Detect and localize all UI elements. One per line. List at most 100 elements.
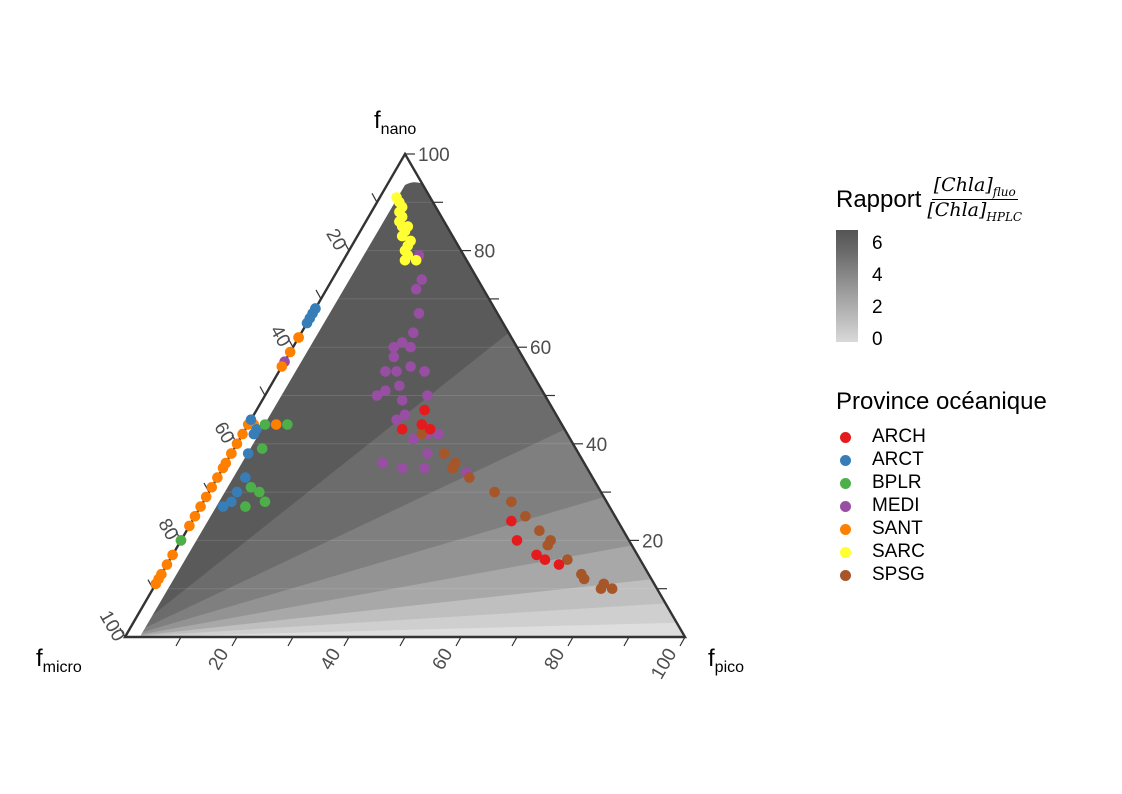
axis-title-top: fnano — [374, 107, 416, 138]
tick — [259, 386, 266, 396]
point-arch — [531, 549, 542, 561]
point-bplr — [245, 482, 257, 493]
point-sant — [237, 428, 248, 440]
point-bplr — [175, 535, 187, 546]
legend-item-bplr: BPLR — [836, 472, 1047, 495]
point-spsg — [598, 578, 610, 590]
point-arch — [419, 404, 430, 416]
point-medi — [408, 433, 419, 445]
contour-bands — [125, 154, 685, 637]
point-medi — [399, 409, 411, 421]
tick-label-bottom: 20 — [205, 645, 234, 674]
point-spsg — [520, 511, 531, 522]
colorbar-tick: 0 — [872, 328, 883, 350]
tick-label-bottom: 100 — [647, 645, 681, 683]
legend-label: SPSG — [872, 564, 925, 586]
legend-marker — [840, 523, 851, 535]
tick — [511, 636, 518, 647]
point-sant — [167, 549, 178, 561]
legend-item-arch: ARCH — [836, 426, 1047, 449]
point-medi — [416, 274, 428, 285]
point-arct — [248, 428, 260, 440]
point-medi — [408, 327, 419, 339]
point-spsg — [606, 583, 618, 594]
point-sant — [284, 346, 296, 358]
fraction-numerator: [Chla]fluo — [931, 174, 1018, 201]
tick-label-right: 100 — [418, 145, 450, 166]
point-medi — [391, 366, 402, 377]
point-medi — [388, 351, 400, 363]
legend-item-sant: SANT — [836, 518, 1047, 541]
point-sant — [226, 448, 237, 459]
point-sant — [189, 511, 201, 522]
legend-label: SANT — [872, 518, 923, 540]
point-arch — [506, 515, 517, 527]
point-spsg — [506, 496, 517, 508]
point-arch — [511, 535, 523, 546]
point-sant — [217, 462, 229, 474]
point-arct — [231, 486, 243, 498]
tick — [119, 627, 126, 638]
tick-label-right: 20 — [642, 531, 663, 552]
point-sant — [293, 332, 304, 343]
province-legend-title: Province océanique — [836, 387, 1047, 415]
legend-item-arct: ARCT — [836, 449, 1047, 472]
legend-item-medi: MEDI — [836, 495, 1047, 518]
point-arch — [553, 559, 565, 570]
colorbar-title-prefix: Rapport — [836, 185, 922, 213]
legend-label: ARCH — [872, 426, 926, 448]
point-medi — [419, 366, 430, 377]
point-spsg — [562, 554, 573, 565]
point-medi — [388, 341, 400, 353]
tick — [679, 636, 686, 647]
point-medi — [405, 341, 416, 353]
legend: Rapport [Chla]fluo [Chla]HPLC 6 4 2 0 Pr… — [836, 174, 1047, 587]
point-arct — [245, 414, 257, 426]
point-arct — [226, 496, 237, 508]
legend-label: SARC — [872, 541, 925, 563]
point-arch — [396, 424, 408, 435]
point-bplr — [259, 419, 271, 430]
point-sant — [161, 559, 173, 570]
point-spsg — [447, 462, 458, 474]
point-spsg — [576, 568, 587, 580]
legend-marker — [840, 569, 851, 581]
colorbar-title-fraction: [Chla]fluo [Chla]HPLC — [925, 174, 1024, 225]
fraction-denominator: [Chla]HPLC — [927, 199, 1023, 225]
tick-label-bottom: 40 — [317, 645, 346, 674]
colorbar-gradient — [836, 229, 858, 342]
colorbar-title: Rapport [Chla]fluo [Chla]HPLC — [836, 174, 1047, 225]
legend-marker — [840, 500, 851, 512]
point-spsg — [534, 525, 545, 536]
point-medi — [433, 428, 444, 440]
point-medi — [422, 448, 433, 459]
tick — [399, 636, 406, 647]
point-bplr — [240, 501, 251, 512]
point-sarc — [402, 250, 414, 261]
point-bplr — [259, 496, 271, 508]
point-arct — [242, 448, 254, 459]
legend-marker — [840, 477, 851, 489]
point-arch — [416, 419, 428, 430]
tick-label-right: 80 — [474, 242, 495, 263]
legend-label: MEDI — [872, 495, 920, 517]
legend-label: ARCT — [872, 449, 924, 471]
tick — [315, 289, 322, 300]
legend-marker — [840, 546, 851, 558]
point-medi — [394, 380, 405, 392]
point-sant — [206, 482, 218, 493]
legend-item-spsg: SPSG — [836, 564, 1047, 587]
legend-marker — [840, 431, 851, 443]
point-sant — [212, 472, 223, 483]
point-sant — [195, 501, 206, 512]
unsampled-region — [125, 154, 440, 637]
point-sarc — [410, 254, 422, 266]
point-arct — [217, 501, 229, 512]
axis-title-left: fmicro — [36, 645, 82, 676]
point-medi — [380, 385, 391, 397]
point-sant — [150, 578, 162, 590]
tick — [287, 636, 294, 647]
point-spsg — [489, 486, 500, 498]
data-points — [150, 192, 618, 594]
